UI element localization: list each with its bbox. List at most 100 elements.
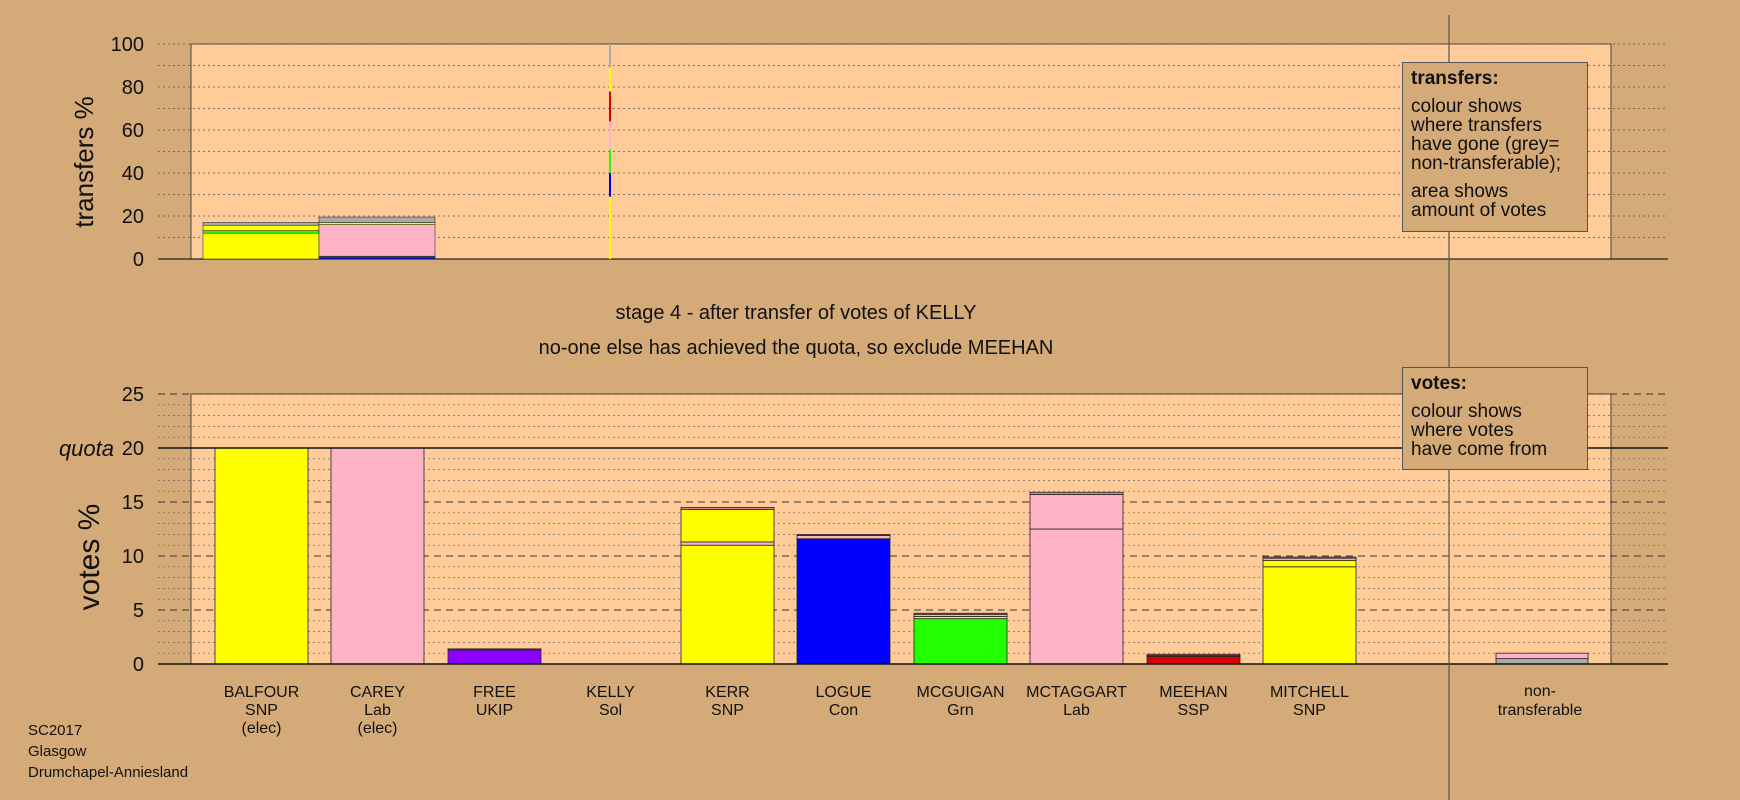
transfers-tick-label: 100 <box>111 34 144 56</box>
vote-bar-segment <box>913 618 1008 665</box>
transfer-segment <box>202 230 320 234</box>
votes-tick-label: 0 <box>133 654 144 676</box>
candidate-label: UKIP <box>476 702 513 719</box>
vote-bar-segment <box>680 544 775 665</box>
vote-bar-segment <box>1262 556 1357 559</box>
vote-bar-segment <box>1029 528 1124 665</box>
vote-bar-segment <box>1262 559 1357 568</box>
vote-bar-segment <box>214 447 309 665</box>
votes-legend-line: where votes <box>1411 420 1514 441</box>
transfer-segment <box>609 149 611 173</box>
candidate-label: SNP <box>245 702 278 719</box>
candidate-label: SNP <box>1293 702 1326 719</box>
transfers-tick-label: 40 <box>122 163 144 185</box>
candidate-label: Sol <box>599 702 622 719</box>
votes-tick-label: 10 <box>122 546 144 568</box>
candidate-label: KERR <box>705 684 749 701</box>
transfers-legend-line: area shows <box>1411 181 1509 202</box>
vote-bar-segment <box>1262 566 1357 665</box>
candidate-label: SSP <box>1177 702 1209 719</box>
nontransferable-label-line2: transferable <box>1498 702 1583 719</box>
transfer-segment <box>609 67 611 92</box>
candidate-label: MITCHELL <box>1270 684 1349 701</box>
votes-legend-line: colour shows <box>1411 401 1522 422</box>
vote-bar-segment <box>1146 656 1241 665</box>
votes-axis-label: votes % <box>73 504 106 611</box>
quota-label: quota <box>59 436 114 461</box>
transfer-segment <box>609 121 611 150</box>
votes-legend-title: votes: <box>1411 373 1467 394</box>
candidate-label: (elec) <box>357 720 397 737</box>
transfers-tick-label: 20 <box>122 206 144 228</box>
transfers-legend-line: non-transferable); <box>1411 153 1561 174</box>
transfer-segment <box>202 222 320 226</box>
votes-panel: 0 5 10 15 20 25 <box>122 384 1668 676</box>
candidate-label: KELLY <box>586 684 635 701</box>
transfer-segment <box>318 222 436 225</box>
vote-bar-segment <box>796 538 891 665</box>
vote-bar-segment <box>1029 491 1124 495</box>
votes-plot-area <box>190 393 1612 665</box>
vote-bar-segment <box>447 649 542 665</box>
transfers-panel: 0 20 40 60 80 100 <box>111 34 1668 271</box>
votes-tick-label: 20 <box>122 438 144 460</box>
transfer-segment <box>609 196 611 259</box>
vote-bar-segment <box>1029 494 1124 530</box>
candidate-label: BALFOUR <box>224 684 300 701</box>
votes-tick-label: 15 <box>122 492 144 514</box>
nontransferable-bar-segment <box>1495 652 1589 660</box>
election-label: SC2017 <box>28 722 83 739</box>
vote-bar-segment <box>680 506 775 510</box>
nontransferable-label-line1: non- <box>1524 683 1556 700</box>
transfers-legend-line: have gone (grey= <box>1411 134 1560 155</box>
votes-tick-label: 25 <box>122 384 144 406</box>
candidate-label: CAREY <box>350 684 405 701</box>
ward-label: Drumchapel-Anniesland <box>28 764 189 781</box>
candidate-label: (elec) <box>241 720 281 737</box>
transfer-segment <box>318 224 436 257</box>
council-label: Glasgow <box>28 743 87 760</box>
candidate-label: MEEHAN <box>1159 684 1227 701</box>
transfer-segment <box>202 232 320 260</box>
vote-bar-segment <box>447 648 542 651</box>
transfer-segment <box>318 216 436 223</box>
candidate-label: SNP <box>711 702 744 719</box>
vote-bar-segment <box>796 535 891 540</box>
vote-bar-segment <box>680 541 775 546</box>
transfer-segment <box>609 173 611 197</box>
candidate-label: Con <box>829 702 858 719</box>
candidate-labels: BALFOURSNP(elec)CAREYLab(elec)FREEUKIPKE… <box>224 684 1349 737</box>
stage-title: stage 4 - after transfer of votes of KEL… <box>616 302 977 324</box>
vote-bar-segment <box>796 534 891 536</box>
candidate-label: LOGUE <box>815 684 871 701</box>
candidate-label: Lab <box>364 702 391 719</box>
nontransferable-bar-segment <box>1495 658 1589 665</box>
votes-legend: votes: colour shows where votes have com… <box>1402 367 1588 470</box>
vote-bar-segment <box>1146 653 1241 656</box>
votes-legend-line: have come from <box>1411 439 1548 460</box>
transfers-legend-title: transfers: <box>1411 68 1499 89</box>
transfer-segment <box>609 91 611 122</box>
transfers-legend: transfers: colour shows where transfers … <box>1402 62 1588 232</box>
vote-bar-segment <box>680 509 775 543</box>
candidate-label: MCGUIGAN <box>917 684 1005 701</box>
transfer-segment <box>609 44 611 68</box>
transfers-legend-line: where transfers <box>1411 115 1542 136</box>
vote-bar-segment <box>913 612 1008 615</box>
footer-info: SC2017 Glasgow Drumchapel-Anniesland <box>28 720 188 783</box>
transfer-segment <box>202 224 320 231</box>
vote-bar-segment <box>330 447 425 665</box>
action-subtitle: no-one else has achieved the quota, so e… <box>539 337 1054 359</box>
candidate-label: Grn <box>947 702 974 719</box>
transfers-tick-label: 60 <box>122 120 144 142</box>
transfers-legend-line: colour shows <box>1411 96 1522 117</box>
transfers-legend-line: amount of votes <box>1411 200 1547 221</box>
transfers-axis-label: transfers % <box>69 96 99 228</box>
candidate-label: MCTAGGART <box>1026 684 1127 701</box>
transfers-tick-label: 80 <box>122 77 144 99</box>
votes-tick-label: 5 <box>133 600 144 622</box>
transfers-tick-label: 0 <box>133 249 144 271</box>
candidate-label: FREE <box>473 684 516 701</box>
candidate-label: Lab <box>1063 702 1090 719</box>
